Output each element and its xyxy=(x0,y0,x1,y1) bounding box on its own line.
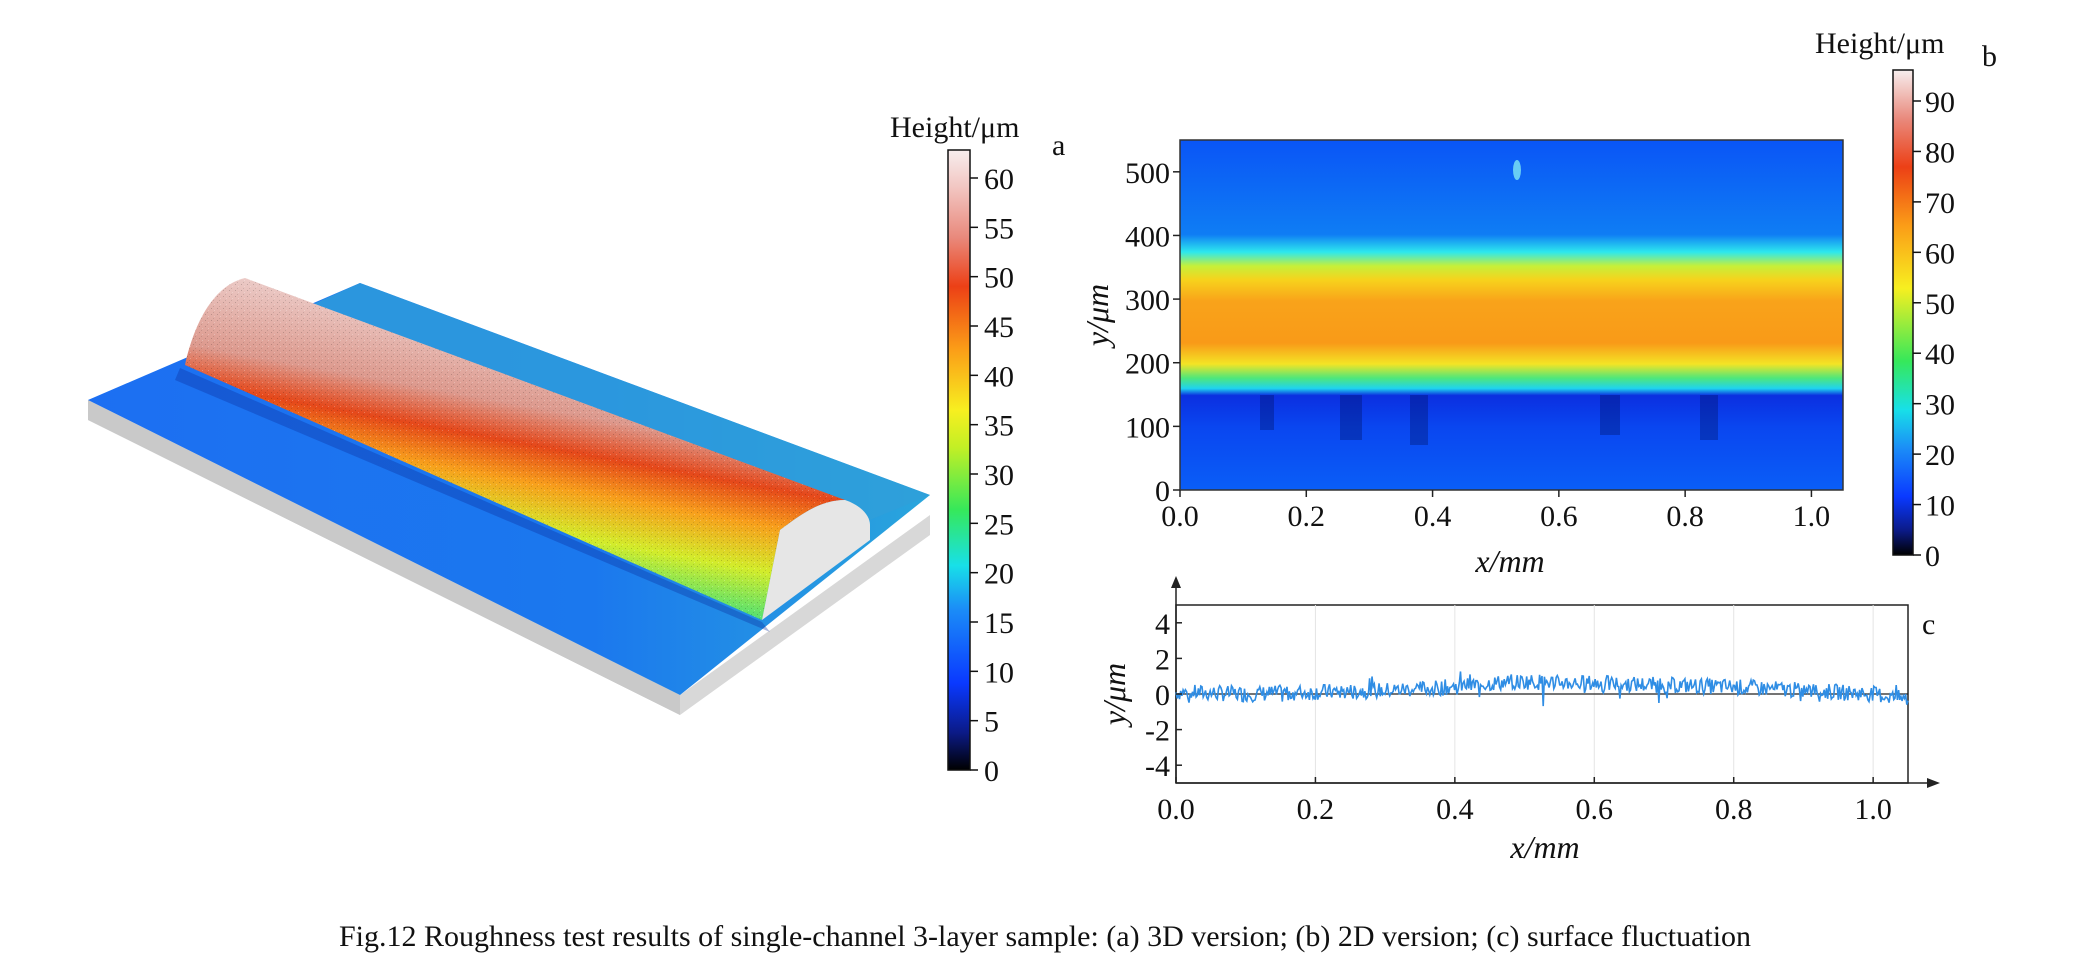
profile-y-tick-label: 4 xyxy=(1155,608,1170,641)
heatmap-x-tick-label: 0.4 xyxy=(1414,500,1452,533)
colorbar-b-tick-label: 60 xyxy=(1925,237,1955,270)
x-axis-arrow xyxy=(1927,778,1940,788)
heatmap-y-tick-label: 300 xyxy=(1125,284,1170,317)
profile-x-tick-label: 0.8 xyxy=(1715,793,1753,826)
profile-y-tick-label: -4 xyxy=(1145,750,1170,783)
colorbar-a-tick-label: 45 xyxy=(984,311,1014,344)
heatmap-y-tick-label: 200 xyxy=(1125,348,1170,381)
colorbar-b: Height/μm b 90 80 70 60 50 40 30 20 10 0 xyxy=(1815,27,1997,573)
colorbar-a-tick-label: 60 xyxy=(984,163,1014,196)
colorbar-a-tick-label: 35 xyxy=(984,410,1014,443)
colorbar-b-tick-label: 10 xyxy=(1925,490,1955,523)
heatmap-spike-spot xyxy=(1513,160,1521,180)
profile-ylabel: y/μm xyxy=(1096,663,1132,728)
colorbar-b-tick-label: 70 xyxy=(1925,187,1955,220)
heatmap-x-tick-label: 1.0 xyxy=(1793,500,1831,533)
heatmap-x-tick-label: 0.8 xyxy=(1666,500,1704,533)
colorbar-b-tick-label: 0 xyxy=(1925,540,1940,573)
surface-3d-render xyxy=(88,278,930,715)
heatmap-y-tick-label: 100 xyxy=(1125,411,1170,444)
heatmap-x-tick-label: 0.0 xyxy=(1161,500,1199,533)
profile-y-tick-label: 0 xyxy=(1155,679,1170,712)
colorbar-b-tick-label: 40 xyxy=(1925,338,1955,371)
colorbar-a-tick-label: 20 xyxy=(984,558,1014,591)
heatmap-y-tick-label: 400 xyxy=(1125,220,1170,253)
colorbar-a-title: Height/μm xyxy=(890,111,1019,144)
colorbar-a-tick-label: 50 xyxy=(984,262,1014,295)
profile-x-tick-label: 0.4 xyxy=(1436,793,1474,826)
profile-xlabel: x/mm xyxy=(1509,829,1579,865)
panel-a-label: a xyxy=(1052,129,1065,162)
colorbar-b-ticks: 90 80 70 60 50 40 30 20 10 0 xyxy=(1913,86,1955,573)
heatmap-axes: 0.0 0.2 0.4 0.6 0.8 1.0 0 100 200 300 400 500 xyxy=(1125,157,1830,533)
colorbar-a-tick-label: 55 xyxy=(984,212,1014,245)
colorbar-b-tick-label: 80 xyxy=(1925,136,1955,169)
colorbar-b-tick-label: 50 xyxy=(1925,288,1955,321)
heatmap-x-tick-label: 0.2 xyxy=(1288,500,1326,533)
profile-y-tick-label: 2 xyxy=(1155,643,1170,676)
heatmap-ylabel: y/μm xyxy=(1079,284,1115,349)
profile-x-tick-label: 0.0 xyxy=(1157,793,1195,826)
colorbar-b-tick-label: 90 xyxy=(1925,86,1955,119)
colorbar-b-tick-label: 30 xyxy=(1925,389,1955,422)
profile-x-tick-label: 0.2 xyxy=(1297,793,1335,826)
y-axis-arrow xyxy=(1171,576,1181,588)
heatmap-y-tick-label: 0 xyxy=(1155,475,1170,508)
heatmap-plot xyxy=(1179,139,1844,491)
heatmap-y-tick-label: 500 xyxy=(1125,157,1170,190)
panel-b-label: b xyxy=(1982,40,1997,73)
panel-c-label: c xyxy=(1922,608,1935,641)
profile-x-tick-label: 0.6 xyxy=(1576,793,1614,826)
colorbar-b-title: Height/μm xyxy=(1815,27,1944,60)
heatmap-xlabel: x/mm xyxy=(1474,543,1544,579)
colorbar-a-tick-label: 25 xyxy=(984,508,1014,541)
heatmap-dark-streaks xyxy=(1260,395,1718,445)
colorbar-a-tick-label: 30 xyxy=(984,459,1014,492)
colorbar-b-tick-label: 20 xyxy=(1925,439,1955,472)
colorbar-a-tick-label: 15 xyxy=(984,607,1014,640)
colorbar-a-tick-label: 0 xyxy=(984,755,999,788)
colorbar-a-tick-label: 10 xyxy=(984,656,1014,689)
profile-y-tick-label: -2 xyxy=(1145,715,1170,748)
profile-series-line xyxy=(1175,671,1909,707)
colorbar-a-tick-label: 40 xyxy=(984,360,1014,393)
colorbar-a-tick-label: 5 xyxy=(984,706,999,739)
panel-c: 0.0 0.2 0.4 0.6 0.8 1.0 420-2-4 x/mm y/μm c xyxy=(1096,576,1940,865)
profile-x-tick-label: 1.0 xyxy=(1854,793,1892,826)
heatmap-x-tick-label: 0.6 xyxy=(1540,500,1578,533)
profile-axes: 0.0 0.2 0.4 0.6 0.8 1.0 420-2-4 xyxy=(1145,608,1892,826)
figure-caption: Fig.12 Roughness test results of single-… xyxy=(338,920,1752,953)
